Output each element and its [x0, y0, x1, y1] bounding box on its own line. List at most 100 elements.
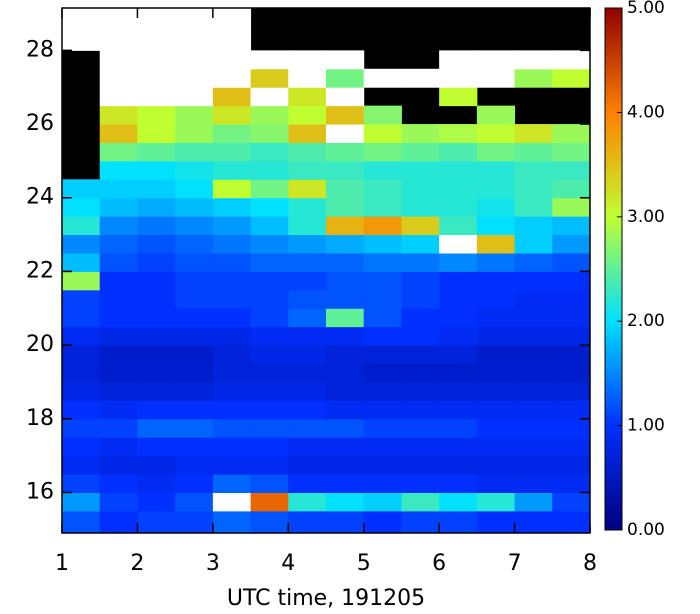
heat-cell: [288, 308, 327, 328]
heat-cell: [137, 87, 176, 107]
heat-cell: [212, 216, 252, 236]
heat-cell: [439, 345, 478, 365]
heat-cell: [552, 510, 591, 534]
heat-cell: [476, 400, 516, 420]
heat-cell: [363, 474, 402, 493]
heat-cell: [439, 326, 478, 346]
heat-cell: [99, 179, 138, 199]
heat-cell: [137, 68, 176, 88]
heat-cell: [326, 510, 365, 534]
heat-cell: [476, 289, 516, 309]
heat-cell: [137, 400, 176, 420]
heat-cell: [552, 142, 591, 162]
heat-cell: [439, 87, 478, 107]
heat-cell: [99, 142, 138, 162]
heat-cell: [137, 308, 176, 328]
heat-cell: [175, 510, 214, 534]
heat-cell: [288, 124, 327, 143]
heat-cell: [514, 363, 553, 383]
heat-cell: [401, 326, 440, 346]
heat-cell: [401, 455, 440, 475]
heat-cell: [514, 124, 553, 143]
heat-cell: [137, 124, 176, 143]
heat-cell: [552, 289, 591, 309]
heat-cell: [212, 418, 252, 438]
heat-cell: [137, 179, 176, 199]
heat-cell: [288, 418, 327, 438]
heat-cell: [212, 8, 252, 33]
heat-cell: [62, 418, 101, 438]
heat-cell: [401, 345, 440, 365]
heat-cell: [137, 160, 176, 180]
heat-cell: [363, 437, 402, 457]
heat-cell: [288, 492, 327, 512]
heat-cell: [212, 105, 252, 125]
heat-cell: [175, 124, 214, 143]
heat-cell: [476, 326, 516, 346]
heat-cell: [137, 455, 176, 475]
heat-cell: [137, 253, 176, 272]
heat-cell: [175, 455, 214, 475]
heat-cell: [250, 345, 289, 365]
heat-cell: [212, 271, 252, 291]
heat-cell: [137, 492, 176, 512]
heat-cell: [401, 160, 440, 180]
heat-cell: [326, 474, 365, 493]
heat-cell: [137, 381, 176, 401]
heat-cell: [363, 197, 402, 217]
heat-cell: [363, 160, 402, 180]
heat-cell: [288, 253, 327, 272]
heat-cell: [288, 179, 327, 199]
heat-cell: [288, 142, 327, 162]
heat-cell: [212, 345, 252, 365]
heat-cell: [401, 124, 440, 143]
heat-cell: [62, 492, 101, 512]
heat-cell: [62, 474, 101, 493]
colorbar-tick-label: 5.00: [627, 0, 665, 18]
heat-cell: [439, 253, 478, 272]
heat-cell: [476, 68, 516, 88]
heat-cell: [326, 216, 365, 236]
heat-cell: [514, 418, 553, 438]
heat-cell: [401, 437, 440, 457]
heat-cell: [326, 50, 365, 70]
heat-cell: [99, 253, 138, 272]
x-tick-label: 3: [206, 551, 220, 576]
heat-cell: [363, 68, 402, 88]
heat-cell: [99, 308, 138, 328]
x-tick-label: 4: [281, 551, 295, 576]
x-tick-label: 5: [357, 551, 371, 576]
heat-cell: [175, 492, 214, 512]
heat-cell: [99, 510, 138, 534]
heat-cell: [552, 418, 591, 438]
heat-cell: [363, 105, 402, 125]
heat-cell: [514, 50, 553, 70]
heat-cell: [439, 400, 478, 420]
heat-cell: [401, 271, 440, 291]
heat-cell: [62, 326, 101, 346]
heat-cell: [99, 124, 138, 143]
x-tick-label: 6: [432, 551, 446, 576]
heat-cell: [326, 455, 365, 475]
heat-cell: [212, 253, 252, 272]
heat-cell: [175, 289, 214, 309]
colorbar-tick-label: 2.00: [627, 311, 665, 331]
heat-cell: [401, 289, 440, 309]
heat-cell: [212, 326, 252, 346]
heat-cell: [288, 510, 327, 534]
heat-cell: [514, 381, 553, 401]
heat-cell: [514, 400, 553, 420]
heat-cell: [175, 68, 214, 88]
heat-cell: [62, 381, 101, 401]
heat-cell: [212, 455, 252, 475]
heat-cell: [250, 271, 289, 291]
heat-cell: [175, 8, 214, 33]
heat-cell: [514, 197, 553, 217]
heat-cell: [137, 216, 176, 236]
heat-cell: [552, 400, 591, 420]
heat-cell: [552, 363, 591, 383]
heat-cell: [476, 124, 516, 143]
heat-cell: [363, 492, 402, 512]
heat-cell: [175, 87, 214, 107]
x-tick-label: 1: [55, 551, 69, 576]
